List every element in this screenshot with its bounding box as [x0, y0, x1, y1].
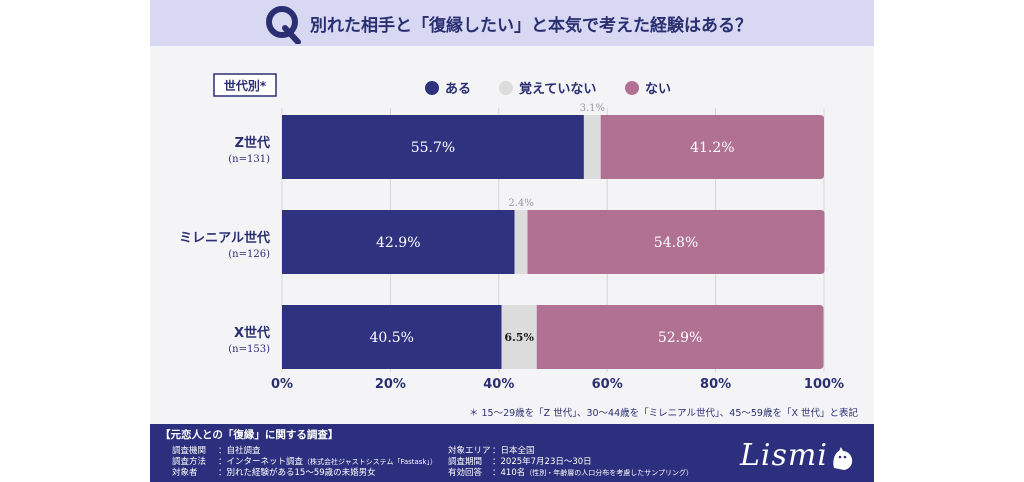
legend-swatch-1: [499, 81, 513, 95]
data-label: 42.9%: [376, 235, 420, 251]
category-label: Z世代: [235, 135, 270, 151]
bar-segment-0: [282, 210, 515, 274]
bar-segment-1: [501, 305, 537, 369]
stacked-bar-chart: 世代別* ある 覚えていない ない 0% 20% 40% 60% 80% 100% Z世代 (n=13…: [179, 73, 859, 419]
footer-key-period: 調査期間: [448, 457, 483, 467]
sample-size-label: (n=131): [228, 154, 270, 165]
footer-key-responses: 有効回答: [448, 468, 483, 478]
footer-key-area: 対象エリア: [448, 446, 491, 456]
footer-key-agency: 調査機関: [172, 446, 207, 456]
footer-value-responses: ：410名（性別・年齢層の人口分布を考慮したサンプリング）: [492, 468, 694, 478]
bar-segment-2: [536, 305, 824, 369]
chart-title: 別れた相手と「復縁したい」と本気で考えた経験はある？: [310, 16, 752, 36]
footer-key-target: 対象者: [172, 468, 198, 478]
survey-footer: 【元恋人との「復縁」に関する調査】 調査機関 ：自社調査 調査方法 ：インターネ…: [150, 424, 874, 482]
footer-title: 【元恋人との「復縁」に関する調査】: [160, 429, 339, 441]
data-label-above: 2.4%: [508, 198, 533, 209]
x-tick-label: 100%: [804, 377, 844, 392]
x-tick-label: 0%: [271, 377, 293, 392]
sample-size-label: (n=153): [228, 344, 270, 355]
data-label-above: 3.1%: [580, 103, 605, 114]
title-banner: 別れた相手と「復縁したい」と本気で考えた経験はある？: [150, 0, 874, 46]
x-tick-label: 20%: [375, 377, 406, 392]
footer-value-period: ：2025年7月23日〜30日: [492, 457, 592, 467]
footer-value-agency: ：自社調査: [218, 446, 261, 456]
data-label: 6.5%: [504, 331, 534, 344]
data-label: 55.7%: [411, 140, 455, 156]
bar-segment-1: [583, 115, 601, 179]
x-tick-label: 60%: [592, 377, 623, 392]
footer-value-method: ：インターネット調査（株式会社ジャストシステム「Fastask」）: [218, 457, 438, 467]
segment-label: 世代別*: [224, 78, 267, 93]
bar-segment-2: [527, 210, 825, 274]
data-label: 54.8%: [654, 235, 698, 251]
category-label: ミレニアル世代: [179, 230, 270, 246]
footnote: ＊ 15〜29歳を「Z 世代」、30〜44歳を「ミレニアル世代」、45〜59歳を…: [469, 407, 859, 419]
legend-swatch-2: [625, 81, 639, 95]
bar-segment-0: [282, 305, 502, 369]
footer-key-method: 調査方法: [172, 457, 207, 467]
legend-swatch-0: [425, 81, 439, 95]
bar-segment-0: [282, 115, 584, 179]
lismi-logo: Lismi: [740, 438, 828, 473]
legend-label-0: ある: [445, 82, 471, 97]
x-tick-label: 80%: [700, 377, 731, 392]
legend-label-2: ない: [645, 82, 671, 97]
data-label: 40.5%: [370, 330, 414, 346]
infographic-panel: 別れた相手と「復縁したい」と本気で考えた経験はある？ 世代別* ある 覚えていない な…: [150, 0, 874, 482]
q-letter-icon: [266, 6, 301, 44]
footer-value-area: ：日本全国: [492, 446, 535, 456]
category-label: X世代: [234, 325, 270, 341]
bar-segment-1: [514, 210, 528, 274]
legend-label-1: 覚えていない: [518, 81, 596, 97]
bar-segment-2: [600, 115, 824, 179]
segment-label-box: [213, 73, 277, 97]
x-tick-label: 40%: [483, 377, 514, 392]
data-label: 41.2%: [690, 140, 734, 156]
sample-size-label: (n=126): [228, 249, 270, 260]
cat-icon: [833, 447, 853, 470]
footer-value-target: ：別れた経験がある15〜59歳の未婚男女: [218, 468, 376, 478]
data-label: 52.9%: [658, 330, 702, 346]
